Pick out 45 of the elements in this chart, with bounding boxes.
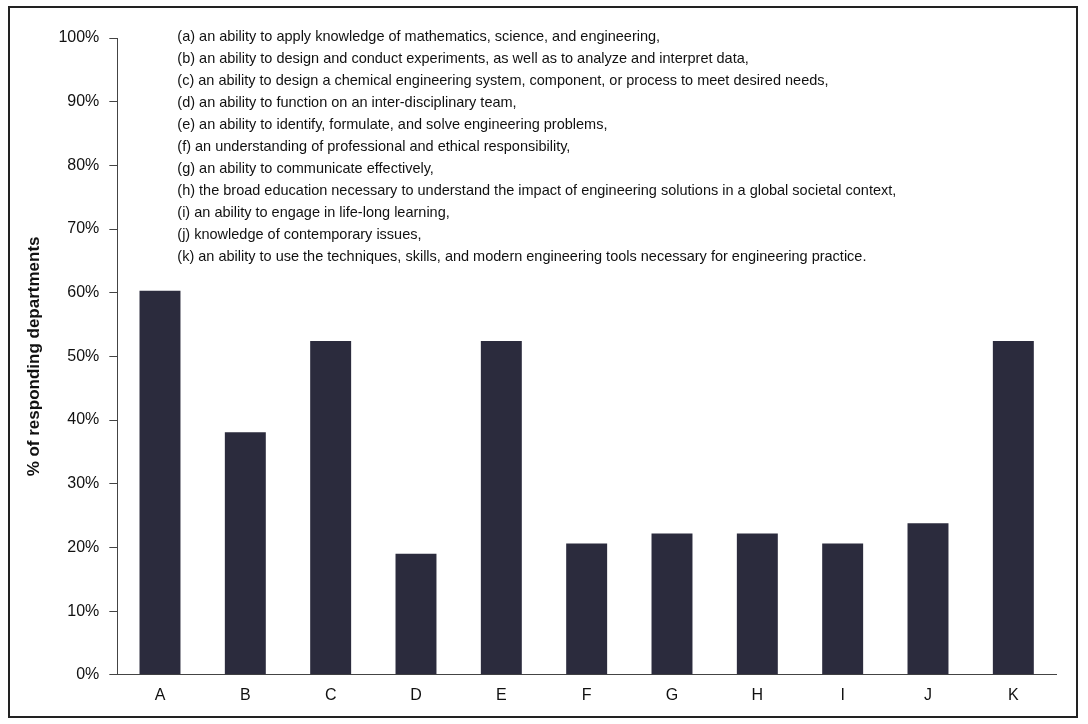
bar [395,553,437,675]
annotation: (j) knowledge of contemporary issues, [177,226,422,243]
x-tick-label: H [751,685,764,703]
bar [736,533,778,675]
annotation: (i) an ability to engage in life-long learning, [177,204,450,221]
y-tick-label: 90% [67,92,100,110]
x-tick-label: D [410,685,422,703]
annotation: (e) an ability to identify, formulate, and solve engineering problems, [177,116,608,133]
x-tick-label: B [239,685,251,703]
y-tick-label: 100% [58,28,100,46]
y-tick-label: 80% [67,155,100,173]
x-tick-label: I [840,685,845,703]
y-tick-label: 40% [67,410,100,428]
x-tick-label: A [154,685,166,703]
bar [224,432,266,675]
x-tick-label: E [495,685,507,703]
y-tick-label: 20% [67,537,100,555]
x-tick-label: G [665,685,679,703]
bar [310,341,352,675]
annotation: (h) the broad education necessary to understand the impact of engineering solutions in a global societal context, [177,182,897,199]
bar [992,341,1034,675]
bar [907,523,949,675]
annotation: (a) an ability to apply knowledge of mathematics, science, and engineering, [177,28,661,45]
y-tick-label: 30% [67,474,100,492]
annotation: (d) an ability to function on an inter-disciplinary team, [177,94,517,111]
annotation: (b) an ability to design and conduct experiments, as well as to analyze and interpret data, [177,50,749,67]
y-axis-title: % of responding departments [23,236,43,477]
y-tick-label: 0% [76,665,100,683]
x-tick-label: C [324,685,337,703]
annotation: (g) an ability to communicate effectively, [177,160,434,177]
bar [139,290,181,675]
bar [822,543,864,675]
y-tick-label: 50% [67,346,100,364]
y-tick-label: 60% [67,283,100,301]
y-tick-label: 70% [67,219,100,237]
x-tick-label: J [924,685,932,703]
annotation: (c) an ability to design a chemical engineering system, component, or process to meet desired needs, [177,72,829,89]
x-tick-label: F [581,685,592,703]
annotation: (f) an understanding of professional and ethical responsibility, [177,138,571,155]
y-tick-label: 10% [67,601,100,619]
annotation: (k) an ability to use the techniques, skills, and modern engineering tools necessary for engineering practice. [177,248,867,265]
bar [566,543,608,675]
x-tick-label: K [1008,685,1019,703]
bar [480,341,522,675]
bar [651,533,693,675]
